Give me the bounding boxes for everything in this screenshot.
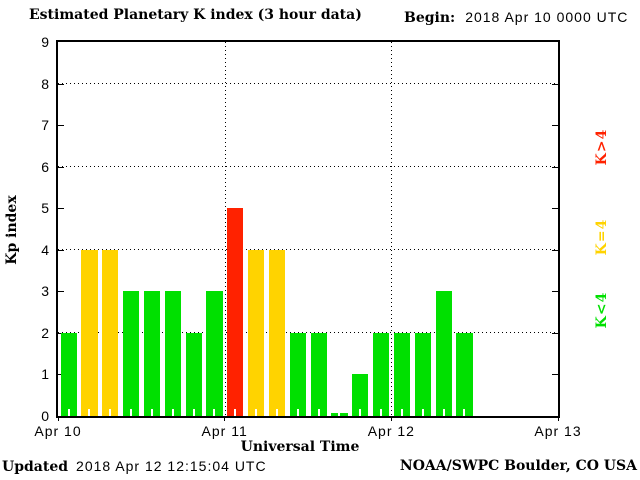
x-hour-tick <box>421 409 424 416</box>
gridline-kp-2 <box>58 332 558 334</box>
x-hour-tick <box>317 409 320 416</box>
plot-inner <box>57 42 559 421</box>
gridline-day-1 <box>224 42 226 416</box>
x-hour-tick <box>463 409 466 416</box>
y-tick-right-2 <box>552 332 558 334</box>
plot-area <box>56 40 560 421</box>
kp-bar <box>456 332 473 416</box>
y-tick-label-3: 3 <box>41 283 50 300</box>
x-hour-tick <box>380 409 383 416</box>
begin-label: Begin: <box>404 10 456 26</box>
kp-bar <box>206 291 223 416</box>
x-day-label-3: Apr 13 <box>534 423 582 439</box>
kp-bar <box>289 332 306 416</box>
kp-bar <box>331 409 348 416</box>
y-tick-left-8 <box>58 83 64 85</box>
x-hour-tick <box>296 409 299 416</box>
y-tick-right-5 <box>552 208 558 210</box>
x-hour-tick <box>400 409 403 416</box>
x-day-tick-1 <box>224 416 226 421</box>
y-tick-label-9: 9 <box>41 34 50 50</box>
updated-label: Updated <box>2 459 69 475</box>
x-hour-tick <box>275 409 278 416</box>
x-day-tick-2 <box>390 416 392 421</box>
kp-bar <box>81 249 98 416</box>
gridline-kp-4 <box>58 249 558 251</box>
x-hour-tick <box>67 409 70 416</box>
kp-bar <box>373 332 390 416</box>
y-tick-label-6: 6 <box>41 158 50 175</box>
y-tick-label-1: 1 <box>41 366 50 383</box>
begin-value: 2018 Apr 10 0000 UTC <box>465 9 629 25</box>
y-tick-label-8: 8 <box>41 75 50 92</box>
gridline-kp-8 <box>58 83 558 85</box>
chart-title: Estimated Planetary K index (3 hour data… <box>29 7 362 23</box>
y-tick-label-7: 7 <box>41 117 50 134</box>
updated-row: Updated 2018 Apr 12 12:15:04 UTC <box>2 458 267 475</box>
x-day-tick-0 <box>57 416 59 421</box>
y-tick-right-1 <box>552 374 558 376</box>
kp-bar <box>143 291 161 416</box>
kp-bar <box>414 332 431 416</box>
y-tick-right-3 <box>552 291 558 293</box>
x-day-label-0: Apr 10 <box>34 423 82 439</box>
kp-bar <box>393 332 411 416</box>
y-axis-title: Kp index <box>4 195 20 265</box>
y-tick-left-3 <box>58 291 64 293</box>
kp-bar <box>164 291 181 416</box>
x-hour-tick <box>109 409 112 416</box>
kp-bar <box>268 249 286 416</box>
kp-bar <box>352 374 369 416</box>
kp-bar <box>248 249 265 416</box>
x-hour-tick <box>130 409 133 416</box>
x-hour-tick <box>171 409 174 416</box>
x-hour-tick <box>150 409 153 416</box>
legend-item-k-lt-4: K<4 <box>594 291 610 329</box>
x-hour-tick <box>192 409 195 416</box>
y-tick-left-6 <box>58 166 64 168</box>
kp-bar <box>185 332 202 416</box>
x-hour-tick <box>88 409 91 416</box>
y-tick-right-8 <box>552 83 558 85</box>
kp-bar <box>123 291 140 416</box>
y-tick-label-5: 5 <box>41 200 50 217</box>
x-day-tick-3 <box>557 416 559 421</box>
x-hour-tick <box>442 409 445 416</box>
x-hour-tick <box>213 409 216 416</box>
y-tick-right-4 <box>552 249 558 251</box>
x-hour-tick <box>338 409 341 416</box>
y-tick-label-2: 2 <box>41 324 50 341</box>
x-hour-tick <box>234 409 237 416</box>
kp-bar <box>227 208 244 416</box>
legend-item-k-gt-4: K>4 <box>594 128 610 166</box>
x-axis-title: Universal Time <box>240 439 360 455</box>
y-tick-label-0: 0 <box>41 408 50 424</box>
begin-row: Begin: 2018 Apr 10 0000 UTC <box>404 9 628 26</box>
kp-bar <box>435 291 452 416</box>
kp-bar <box>310 332 327 416</box>
legend-item-k-eq-4: K=4 <box>594 218 610 256</box>
updated-value: 2018 Apr 12 12:15:04 UTC <box>76 458 267 474</box>
x-hour-tick <box>255 409 258 416</box>
gridline-day-2 <box>391 42 393 416</box>
x-day-label-2: Apr 12 <box>367 423 415 439</box>
y-tick-left-7 <box>58 125 64 127</box>
credit-text: NOAA/SWPC Boulder, CO USA <box>399 458 637 474</box>
y-tick-label-4: 4 <box>41 241 50 258</box>
y-tick-left-5 <box>58 208 64 210</box>
kp-bar <box>60 332 77 416</box>
x-day-label-1: Apr 11 <box>201 423 248 439</box>
y-tick-right-6 <box>552 166 558 168</box>
y-tick-right-7 <box>552 125 558 127</box>
gridline-kp-6 <box>58 166 558 168</box>
kp-bar <box>102 249 119 416</box>
x-hour-tick <box>359 409 362 416</box>
y-tick-left-4 <box>58 249 64 251</box>
